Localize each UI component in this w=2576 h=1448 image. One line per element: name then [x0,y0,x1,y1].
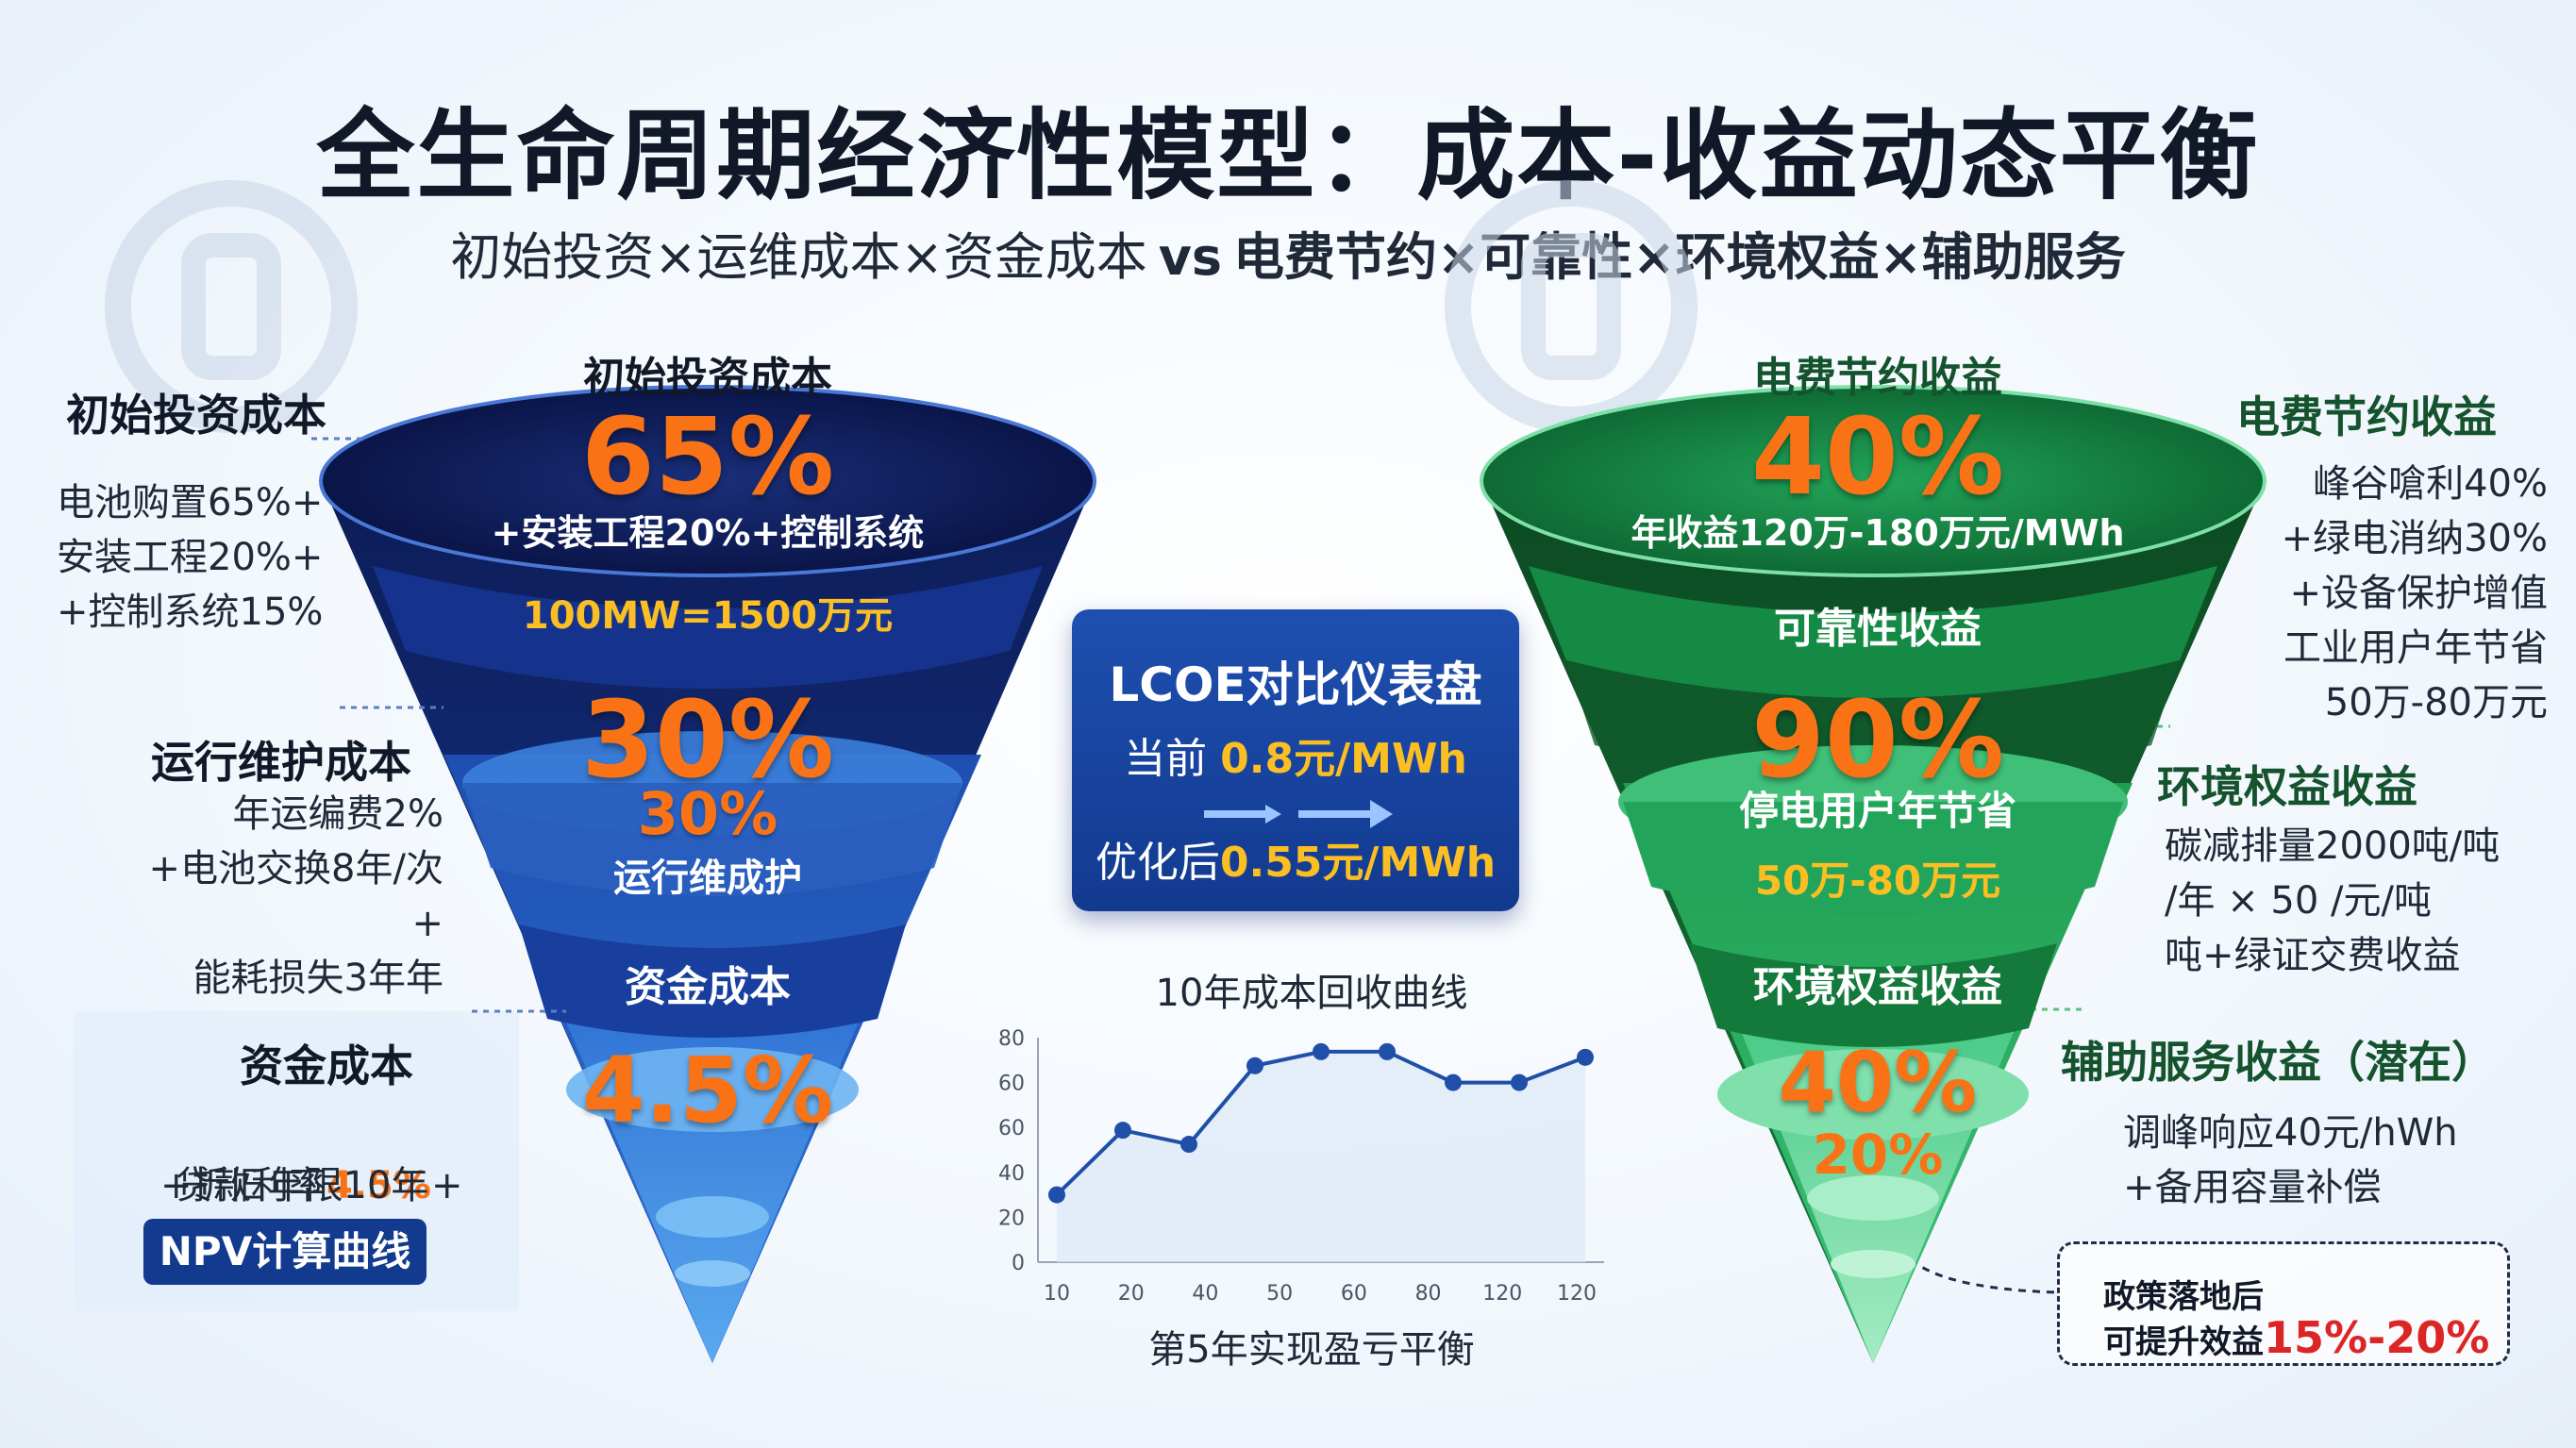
chart-x-tick-label: 50 [1266,1282,1293,1302]
chart-data-point [1445,1074,1462,1091]
capital-rate-value: 4.5% [326,1164,431,1207]
left-funnel-title: 初始投资成本 [583,354,832,402]
chart-data-point [1313,1042,1330,1060]
npv-curve-badge[interactable]: NPV计算曲线 [143,1219,427,1285]
left-capital-heading: 资金成本 [240,1040,413,1091]
lcoe-current-value: 0.8元/MWh [1220,735,1467,783]
left-capital-rate: 贷款利率4.5%+ [176,1104,462,1213]
chart-y-tick-label: 0 [1012,1252,1025,1275]
right-funnel-pct-saving: 40% [1750,396,2005,519]
left-funnel-investment-amount: 100MW=1500万元 [522,594,894,638]
right-funnel-pct-reliability: 90% [1750,679,2005,802]
policy-line1: 政策落地后 [2103,1278,2264,1316]
policy-line2-label: 可提升效益 [2103,1323,2264,1361]
chart-x-tick-label: 40 [1192,1282,1218,1302]
payback-chart-title: 10年成本回收曲线 [1155,972,1468,1015]
left-capital-depreciation: +折旧年限10年 [160,1164,429,1207]
chart-y-tick-label: 60 [998,1117,1025,1140]
lcoe-optimized-label: 优化后 [1095,839,1220,887]
page-subtitle: 初始投资×运维成本×资金成本 vs 电费节约×可靠性×环境权益×辅助服务 [0,215,2576,290]
lcoe-optimized-value: 0.55元/MWh [1219,839,1497,887]
payback-chart-caption: 第5年实现盈亏平衡 [1148,1328,1475,1372]
left-funnel-pct-om-repeat: 30% [637,779,778,848]
chart-data-point [1246,1057,1263,1074]
left-initial-text: 电池购置65%+ 安装工程20%+ +控制系统15% [57,481,324,634]
right-funnel-saving-detail: 年收益120万-180万元/MWh [1631,512,2125,554]
right-funnel-reliability-label: 可靠性收益 [1774,605,1982,653]
right-env-text: 碳减排量2000吨/吨 /年 × 50 /元/吨 吨+绿证交费收益 [2165,824,2501,977]
policy-uplift-value: 15%-20% [2264,1312,2490,1363]
lcoe-optimized-row: 优化后0.55元/MWh [1072,828,1519,889]
right-funnel-outage-amount: 50万-80万元 [1754,857,2001,904]
chart-data-point [1577,1048,1594,1066]
chart-y-tick-label: 20 [998,1207,1025,1230]
arrow-right-icon [1204,800,1393,828]
right-funnel-pct-env: 40% [1778,1034,1978,1131]
chart-x-tick-label: 60 [1341,1282,1367,1302]
lcoe-current-row: 当前 0.8元/MWh [1072,724,1519,785]
right-saving-text: 峰谷嗆利40% +绿电消纳30% +设备保护增值 工业用户年节省 50万-80万… [2281,462,2548,724]
lcoe-dashboard[interactable]: LCOE对比仪表盘 当前 0.8元/MWh 优化后0.55元/MWh [1072,609,1519,911]
chart-x-tick-label: 20 [1118,1282,1145,1302]
chart-y-tick-label: 40 [998,1162,1025,1186]
chart-area-fill [1057,1051,1585,1262]
chart-x-tick-label: 120 [1557,1282,1597,1302]
right-env-heading: 环境权益收益 [2157,761,2417,812]
right-funnel-outage-label: 停电用户年节省 [1738,788,2016,834]
subtitle-vs: vs [1158,227,1223,287]
lcoe-current-label: 当前 [1124,735,1208,783]
right-funnel-title: 电费节约收益 [1753,354,2002,402]
chart-data-point [1114,1122,1131,1140]
chart-y-tick-label: 80 [998,1027,1025,1051]
left-funnel-om-label: 运行维成护 [613,857,802,900]
cost-funnel [319,385,1096,1363]
left-funnel-capital-label: 资金成本 [625,963,791,1011]
left-funnel-pct-initial: 65% [580,396,835,519]
lcoe-title: LCOE对比仪表盘 [1109,657,1482,712]
chart-x-tick-label: 120 [1482,1282,1522,1302]
chart-x-tick-label: 80 [1415,1282,1442,1302]
chart-y-tick-label: 60 [998,1073,1025,1096]
right-funnel-env-label: 环境权益收益 [1753,963,2002,1011]
watermark-logo-left [105,180,358,433]
chart-data-point [1511,1074,1528,1091]
right-funnel-pct-aux: 20% [1812,1123,1944,1187]
left-funnel-initial-detail: +安装工程20%+控制系统 [491,512,925,554]
page-title: 全生命周期经济性模型：成本-收益动态平衡 [316,98,2260,213]
chart-x-tick-label: 10 [1044,1282,1070,1302]
left-funnel-pct-om: 30% [580,679,835,802]
left-funnel-pct-capital: 4.5% [581,1038,834,1143]
left-om-heading: 运行维护成本 [151,737,411,788]
chart-data-point [1048,1186,1065,1204]
benefit-funnel [1480,385,2267,1363]
left-om-text: 年运编费2% +电池交换8年/次+ 能耗损失3年年 [148,792,443,1000]
policy-line2: 可提升效益15%-20% [2103,1312,2489,1363]
right-aux-text: 调峰响应40元/hWh +备用容量补偿 [2123,1111,2458,1209]
left-initial-heading: 初始投资成本 [66,390,326,441]
capital-rate-plus: + [430,1164,463,1207]
capital-rate-label: 贷款利率 [176,1164,326,1207]
policy-callout: 政策落地后 可提升效益15%-20% [2057,1241,2510,1366]
chart-data-point [1379,1042,1396,1060]
subtitle-cost-side: 初始投资×运维成本×资金成本 [450,227,1147,287]
payback-chart: 0 20 40 60 60 80 10 20 40 50 60 80 120 120 [998,1027,1604,1302]
right-saving-heading: 电费节约收益 [2236,391,2497,442]
chart-data-point [1180,1136,1197,1154]
right-aux-heading: 辅助服务收益（潜在） [2061,1037,2495,1088]
